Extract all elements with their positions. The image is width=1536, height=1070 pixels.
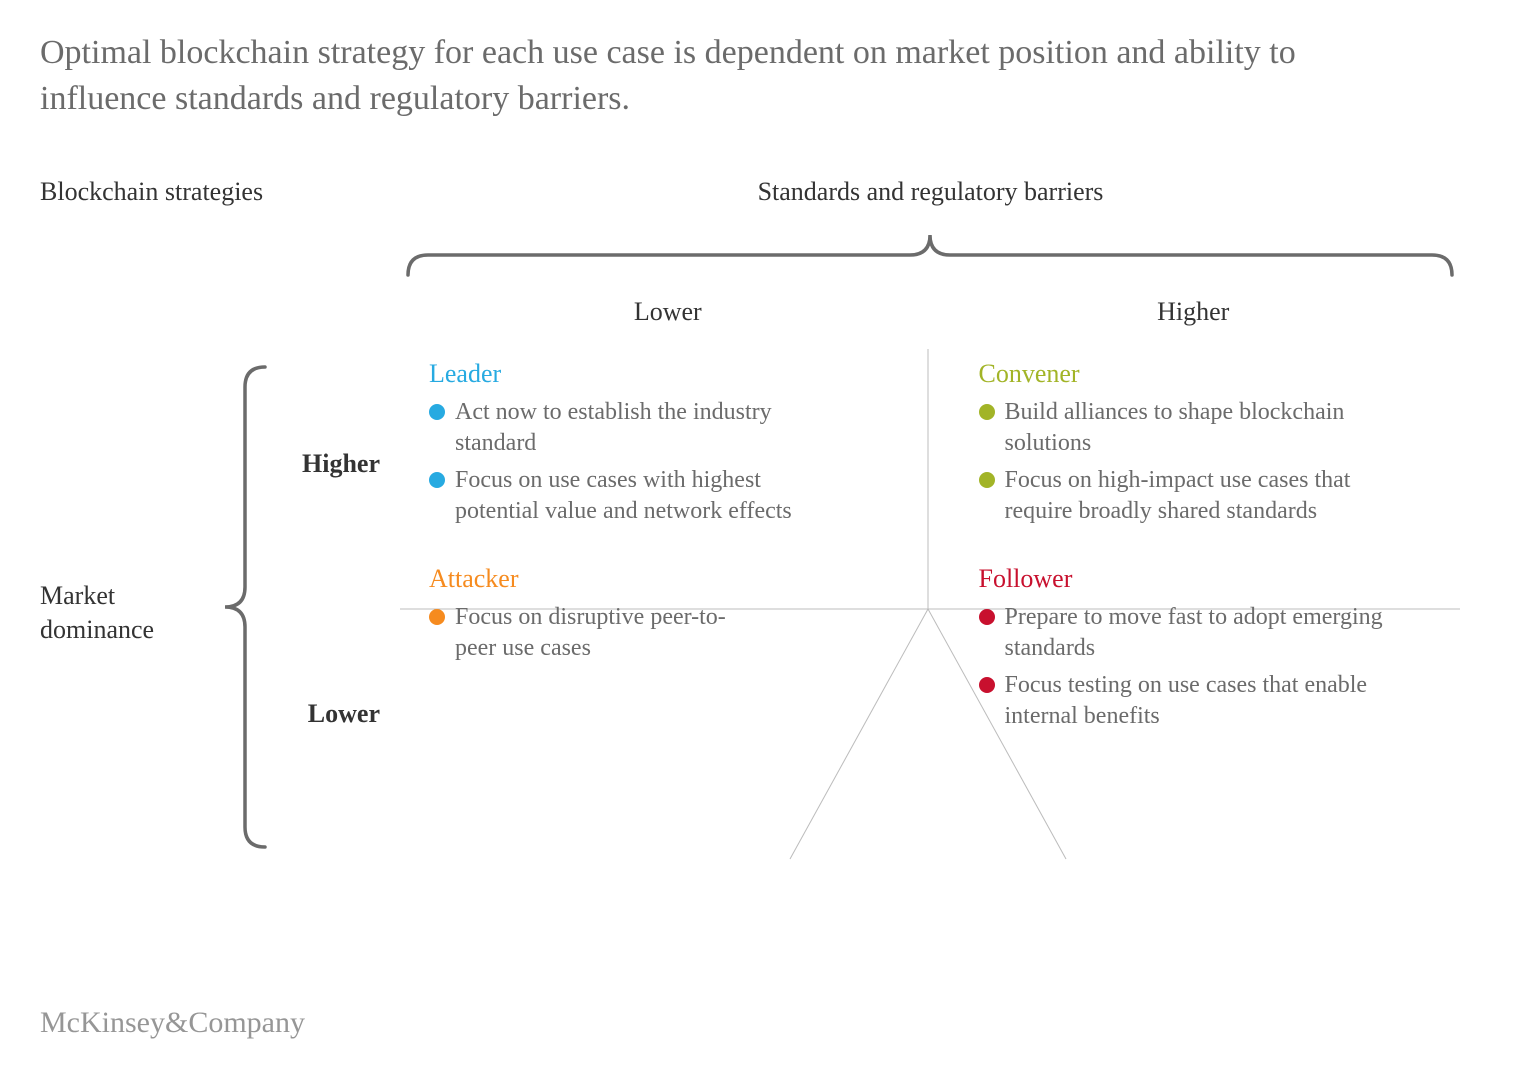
col-header-higher: Higher (931, 289, 1457, 347)
bullet-text: Focus testing on use cases that enable i… (1005, 670, 1399, 732)
quadrant-follower: Follower Prepare to move fast to adopt e… (931, 552, 1457, 757)
quad-grid: Lower Higher Leader Act now to establish… (405, 289, 1456, 757)
quadrant-leader: Leader Act now to establish the industry… (405, 347, 931, 552)
bullet-text: Prepare to move fast to adopt emerging s… (1005, 602, 1399, 664)
bullet-dot-icon (429, 472, 445, 488)
page-title: Optimal blockchain strategy for each use… (40, 30, 1390, 122)
bullet-dot-icon (979, 609, 995, 625)
subtitle-strategies: Blockchain strategies (40, 177, 405, 207)
bullet-dot-icon (429, 609, 445, 625)
bullet-text: Focus on use cases with highest potentia… (455, 465, 849, 527)
bullet-text: Act now to establish the industry standa… (455, 397, 849, 459)
bullet-dot-icon (979, 404, 995, 420)
quadrant-title-follower: Follower (979, 564, 1437, 594)
brace-left-icon (210, 359, 280, 859)
bullet-row: Prepare to move fast to adopt emerging s… (979, 602, 1399, 664)
bullet-text: Build alliances to shape blockchain solu… (1005, 397, 1399, 459)
x-axis-title: Standards and regulatory barriers (405, 177, 1456, 207)
subtitle-row: Blockchain strategies Standards and regu… (40, 177, 1456, 207)
y-axis-title: Market dominance (40, 579, 170, 647)
bullet-row: Build alliances to shape blockchain solu… (979, 397, 1399, 459)
row-label-higher: Higher (270, 449, 380, 479)
bullet-row: Focus on use cases with highest potentia… (429, 465, 849, 527)
bullet-row: Focus testing on use cases that enable i… (979, 670, 1399, 732)
bullet-text: Focus on disruptive peer-to-peer use cas… (455, 602, 729, 664)
bullet-row: Focus on high-impact use cases that requ… (979, 465, 1399, 527)
col-header-lower: Lower (405, 289, 931, 347)
quadrant-title-leader: Leader (429, 359, 911, 389)
bullet-text: Focus on high-impact use cases that requ… (1005, 465, 1399, 527)
bullet-dot-icon (979, 677, 995, 693)
bullet-dot-icon (979, 472, 995, 488)
quadrant-convener: Convener Build alliances to shape blockc… (931, 347, 1457, 552)
quadrant-attacker: Attacker Focus on disruptive peer-to-pee… (405, 552, 931, 757)
bullet-row: Act now to establish the industry standa… (429, 397, 849, 459)
row-label-lower: Lower (270, 699, 380, 729)
quadrant-title-convener: Convener (979, 359, 1437, 389)
source-attribution: McKinsey&Company (40, 1006, 305, 1040)
brace-top-icon (400, 225, 1460, 285)
quadrant-title-attacker: Attacker (429, 564, 911, 594)
matrix: Market dominance Higher Lower Lower High… (40, 219, 1456, 879)
bullet-row: Focus on disruptive peer-to-peer use cas… (429, 602, 729, 664)
bullet-dot-icon (429, 404, 445, 420)
